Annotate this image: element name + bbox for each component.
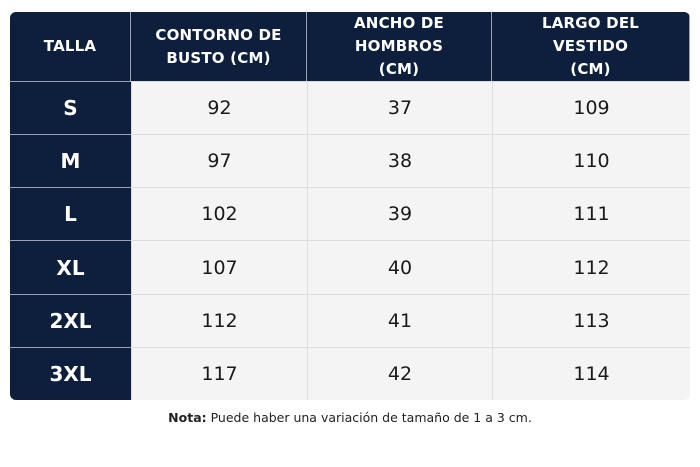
cell-bust-3xl: 117 (131, 347, 307, 400)
note-label: Nota: (168, 410, 207, 425)
header-length: LARGO DEL VESTIDO (CM) (492, 12, 690, 81)
cell-shoulders-3xl: 42 (307, 347, 492, 400)
cell-length-3xl: 114 (492, 347, 690, 400)
header-size: TALLA (10, 12, 131, 81)
cell-length-m: 110 (492, 134, 690, 187)
cell-shoulders-l: 39 (307, 187, 492, 240)
cell-shoulders-s: 37 (307, 81, 492, 134)
row-size-3xl: 3XL (10, 347, 131, 400)
cell-bust-s: 92 (131, 81, 307, 134)
cell-shoulders-xl: 40 (307, 240, 492, 294)
size-variation-note: Nota: Puede haber una variación de tamañ… (0, 410, 700, 425)
cell-shoulders-2xl: 41 (307, 294, 492, 347)
header-shoulders-line-2: (CM) (378, 60, 420, 78)
note-text: Puede haber una variación de tamaño de 1… (206, 410, 532, 425)
cell-shoulders-m: 38 (307, 134, 492, 187)
header-size-line-1: TALLA (43, 37, 97, 55)
header-length-line-2: (CM) (570, 60, 611, 78)
row-size-xl: XL (10, 240, 131, 294)
size-chart-table: TALLA CONTORNO DE BUSTO (CM) ANCHO DE HO… (10, 12, 690, 400)
cell-bust-m: 97 (131, 134, 307, 187)
header-bust-line-2: BUSTO (CM) (166, 48, 271, 67)
header-bust: CONTORNO DE BUSTO (CM) (131, 12, 307, 81)
header-length-line-1: LARGO DEL VESTIDO (541, 14, 640, 55)
header-bust-line-1: CONTORNO DE (155, 25, 282, 44)
cell-length-l: 111 (492, 187, 690, 240)
cell-length-2xl: 113 (492, 294, 690, 347)
header-shoulders: ANCHO DE HOMBROS (CM) (307, 12, 492, 81)
cell-bust-l: 102 (131, 187, 307, 240)
header-shoulders-line-1: ANCHO DE HOMBROS (354, 14, 444, 55)
cell-length-s: 109 (492, 81, 690, 134)
cell-bust-xl: 107 (131, 240, 307, 294)
row-size-2xl: 2XL (10, 294, 131, 347)
cell-length-xl: 112 (492, 240, 690, 294)
row-size-m: M (10, 134, 131, 187)
row-size-s: S (10, 81, 131, 134)
row-size-l: L (10, 187, 131, 240)
cell-bust-2xl: 112 (131, 294, 307, 347)
